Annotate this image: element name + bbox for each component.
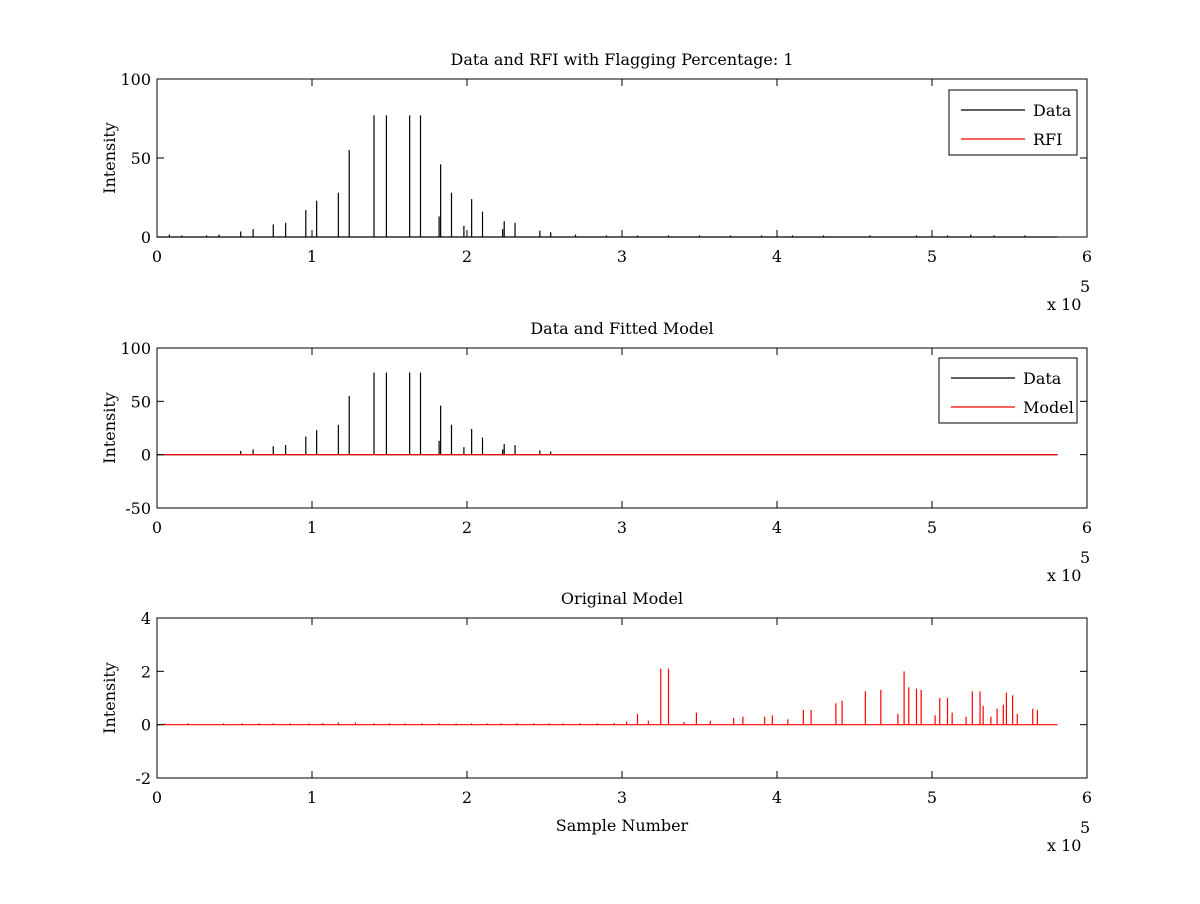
x-tick-label: 3: [617, 788, 627, 807]
series-line: [157, 668, 1058, 726]
x-tick-label: 5: [927, 788, 937, 807]
x-tick-label: 2: [462, 518, 472, 537]
y-tick-label: 0: [141, 716, 151, 735]
y-axis-label: Intensity: [100, 392, 119, 464]
y-tick-label: -50: [125, 499, 151, 518]
x-axis-label: Sample Number: [556, 816, 689, 835]
subplot-title: Data and Fitted Model: [530, 319, 713, 338]
x-tick-label: 5: [927, 518, 937, 537]
x-tick-label: 6: [1082, 247, 1092, 266]
plot-traces: [157, 668, 1058, 726]
x-tick-label: 1: [307, 518, 317, 537]
x-tick-label: 0: [152, 788, 162, 807]
y-axis-label: Intensity: [100, 662, 119, 734]
y-tick-label: 100: [120, 339, 151, 358]
x-tick-label: 0: [152, 247, 162, 266]
x-exponent-power: 5: [1080, 277, 1090, 296]
y-tick-label: 50: [131, 392, 151, 411]
x-tick-label: 4: [772, 247, 782, 266]
x-tick-label: 2: [462, 788, 472, 807]
subplot-title: Original Model: [561, 589, 683, 608]
series-data: [157, 115, 1058, 238]
x-tick-label: 1: [307, 788, 317, 807]
y-tick-label: 0: [141, 228, 151, 247]
x-exponent-label: x 10: [1047, 836, 1081, 855]
y-tick-label: 50: [131, 149, 151, 168]
y-tick-label: 100: [120, 70, 151, 89]
x-tick-label: 0: [152, 518, 162, 537]
subplot-title: Data and RFI with Flagging Percentage: 1: [450, 50, 793, 69]
plot-traces: [157, 115, 1058, 238]
x-tick-label: 6: [1082, 788, 1092, 807]
legend-box: [948, 89, 1078, 156]
series-data: [157, 372, 1058, 456]
y-axis-label: Intensity: [100, 122, 119, 194]
legend-label-data: Data: [1033, 101, 1072, 120]
y-tick-label: 4: [141, 609, 151, 628]
y-tick-label: 0: [141, 446, 151, 465]
x-exponent-label: x 10: [1047, 295, 1081, 314]
legend-label-rfi: RFI: [1033, 130, 1062, 149]
x-exponent-power: 5: [1080, 818, 1090, 837]
y-tick-label: 2: [141, 662, 151, 681]
x-tick-label: 4: [772, 518, 782, 537]
x-tick-label: 4: [772, 788, 782, 807]
x-tick-label: 3: [617, 518, 627, 537]
legend-label-data: Data: [1023, 369, 1062, 388]
x-tick-label: 6: [1082, 518, 1092, 537]
x-exponent-power: 5: [1080, 548, 1090, 567]
legend: Data Model: [938, 357, 1078, 424]
x-tick-label: 1: [307, 247, 317, 266]
x-tick-label: 2: [462, 247, 472, 266]
legend-box: [938, 357, 1078, 424]
x-exponent-label: x 10: [1047, 566, 1081, 585]
y-tick-label: -2: [135, 769, 151, 788]
x-tick-label: 5: [927, 247, 937, 266]
axes-box: [156, 78, 1088, 238]
legend: Data RFI: [948, 89, 1078, 156]
legend-label-model: Model: [1023, 398, 1074, 417]
x-tick-label: 3: [617, 247, 627, 266]
plot-traces: [157, 372, 1058, 456]
